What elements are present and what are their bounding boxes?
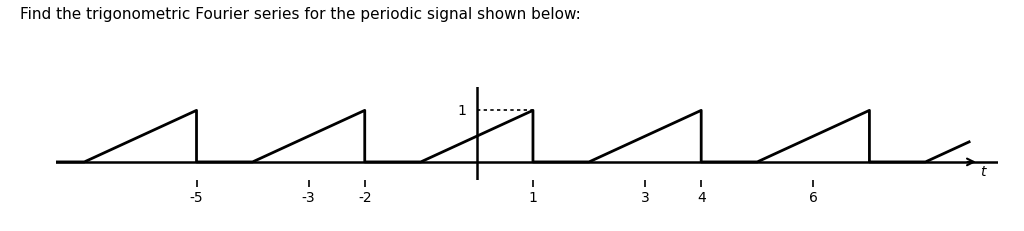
Text: t: t [980, 165, 986, 179]
Text: 1: 1 [458, 104, 467, 118]
Text: Find the trigonometric Fourier series for the periodic signal shown below:: Find the trigonometric Fourier series fo… [20, 7, 582, 22]
